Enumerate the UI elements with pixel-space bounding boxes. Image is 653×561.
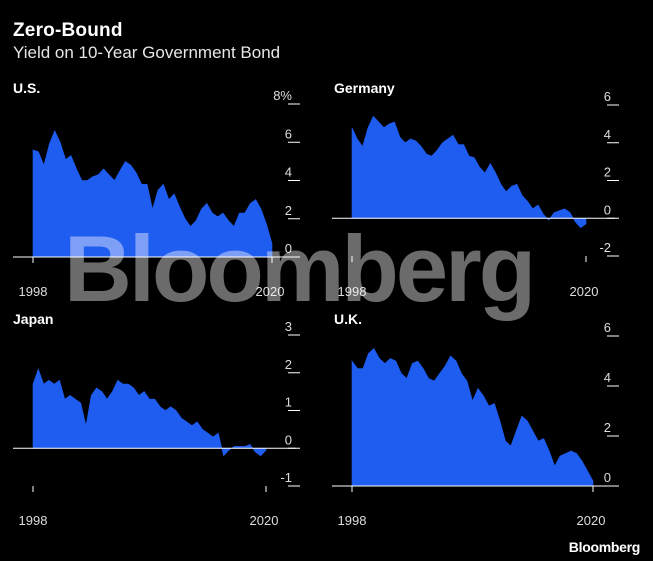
- bloomberg-logo: Bloomberg: [569, 539, 640, 555]
- area-series-uk: [352, 349, 593, 487]
- y-tick-label: 4: [604, 370, 611, 385]
- x-tick-label-end: 2020: [577, 513, 606, 528]
- y-tick-label: 0: [604, 470, 611, 485]
- bloomberg-watermark: Bloomberg: [64, 222, 533, 316]
- y-tick-label: 2: [604, 420, 611, 435]
- y-tick-label: 6: [604, 320, 611, 335]
- x-tick-label-start: 1998: [338, 513, 367, 528]
